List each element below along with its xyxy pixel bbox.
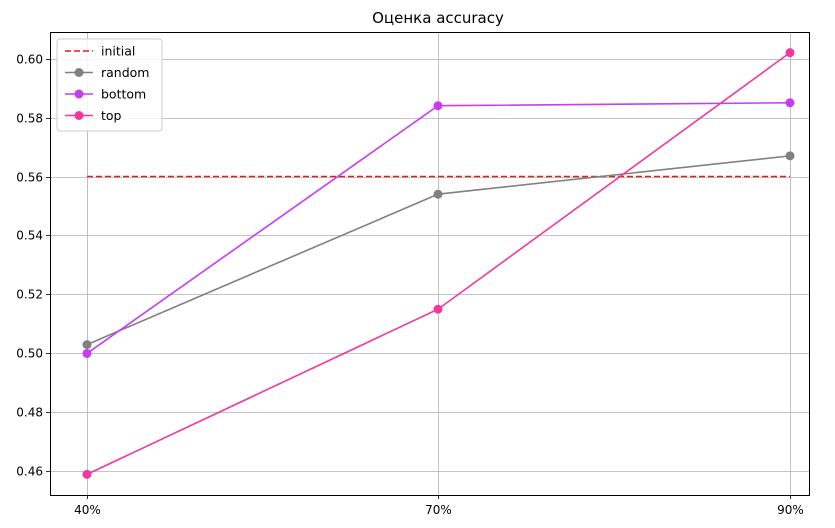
legend-label: top <box>101 108 122 123</box>
legend-swatch-marker <box>74 68 84 77</box>
y-tick-label: 0.54 <box>16 229 43 243</box>
legend-swatch-marker <box>74 111 84 120</box>
data-point-bottom <box>433 101 443 111</box>
data-point-top <box>433 304 443 314</box>
legend-item-initial: initial <box>65 44 135 59</box>
legend: initial random bottom top <box>56 38 163 132</box>
y-tick-label: 0.58 <box>16 112 43 126</box>
x-tick-label: 40% <box>74 503 101 517</box>
grid <box>50 32 809 495</box>
data-point-top <box>82 469 92 479</box>
legend-item-bottom: bottom <box>65 87 146 102</box>
legend-box <box>56 38 163 132</box>
axis-ticks: 0.46 0.48 0.50 0.52 0.54 0.56 0.58 0.60 40% 70% 90… <box>16 53 804 518</box>
y-tick-label: 0.50 <box>16 347 43 361</box>
y-tick-label: 0.52 <box>16 288 43 302</box>
series-top <box>82 48 795 479</box>
x-tick-label: 90% <box>777 503 804 517</box>
data-point-random <box>433 189 443 199</box>
legend-label: bottom <box>101 87 146 102</box>
y-tick-label: 0.48 <box>16 406 43 420</box>
data-point-bottom <box>82 348 92 358</box>
series-bottom <box>82 98 795 358</box>
legend-label: random <box>101 65 149 80</box>
legend-item-top: top <box>65 108 122 123</box>
data-point-random <box>785 151 795 161</box>
y-tick-label: 0.60 <box>16 53 43 67</box>
legend-item-random: random <box>65 65 149 80</box>
data-point-random <box>82 340 92 350</box>
chart-title: Оценка accuracy <box>372 9 504 27</box>
data-point-bottom <box>785 98 795 108</box>
data-point-top <box>785 48 795 58</box>
legend-swatch-marker <box>74 89 84 99</box>
series-random <box>82 151 795 350</box>
y-tick-label: 0.56 <box>16 171 43 185</box>
series-layer <box>82 48 795 479</box>
legend-label: initial <box>101 44 135 59</box>
plot-frame <box>50 32 810 496</box>
y-tick-label: 0.46 <box>16 465 43 479</box>
x-tick-label: 70% <box>425 503 452 517</box>
